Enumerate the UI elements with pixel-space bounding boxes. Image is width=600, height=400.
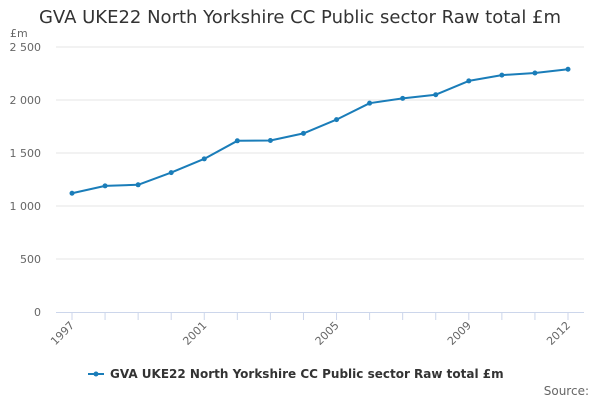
series-line (71, 68, 569, 195)
x-tick-label: 2012 (544, 319, 573, 348)
x-tick-label: 1997 (48, 319, 77, 348)
data-point[interactable] (267, 137, 273, 143)
data-point[interactable] (135, 182, 141, 188)
data-point[interactable] (565, 66, 571, 72)
x-tick-label: 2001 (180, 319, 209, 348)
data-point[interactable] (69, 190, 75, 196)
x-axis-ticks: 1997 2001 2005 2009 2012 (48, 312, 573, 348)
y-tick-label: 1 000 (10, 200, 42, 213)
x-tick-label: 2009 (445, 319, 474, 348)
y-tick-label: 2 500 (10, 41, 42, 54)
legend[interactable]: GVA UKE22 North Yorkshire CC Public sect… (88, 367, 504, 381)
data-point[interactable] (367, 100, 373, 106)
series-group (69, 66, 571, 196)
x-tick-label: 2005 (313, 319, 342, 348)
data-point[interactable] (466, 78, 472, 84)
data-point[interactable] (433, 92, 439, 98)
chart-title: GVA UKE22 North Yorkshire CC Public sect… (38, 7, 562, 28)
data-point[interactable] (234, 138, 240, 144)
data-point[interactable] (201, 156, 207, 162)
legend-marker-symbol (93, 371, 99, 377)
y-tick-label: 500 (20, 253, 41, 266)
data-point[interactable] (400, 95, 406, 101)
y-tick-label: 0 (34, 306, 41, 319)
data-point[interactable] (499, 72, 505, 78)
legend-item-label[interactable]: GVA UKE22 North Yorkshire CC Public sect… (110, 367, 504, 381)
data-point[interactable] (532, 70, 538, 76)
data-point[interactable] (168, 170, 174, 176)
data-point[interactable] (102, 183, 108, 189)
y-tick-label: 1 500 (10, 147, 42, 160)
data-point[interactable] (300, 130, 306, 136)
y-axis-ticks: 0 500 1 000 1 500 2 000 2 500 (10, 41, 42, 319)
data-point[interactable] (334, 117, 340, 123)
y-tick-label: 2 000 (10, 94, 42, 107)
grid-lines (56, 46, 584, 260)
y-axis-unit-label: £m (10, 27, 28, 40)
credits-source[interactable]: Source: (544, 384, 589, 398)
